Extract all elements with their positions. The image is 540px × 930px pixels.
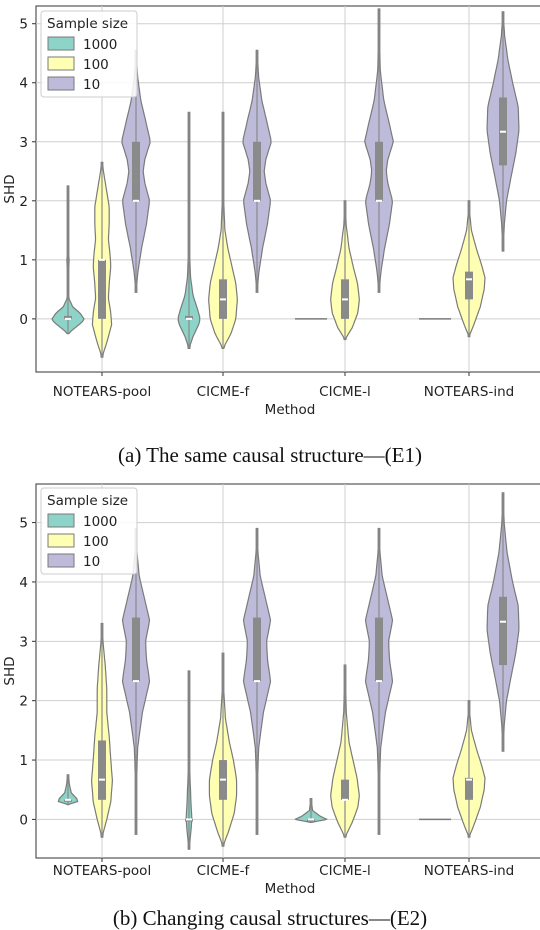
violin-iqr-box: [132, 617, 140, 682]
y-tick-label: 2: [19, 694, 28, 710]
legend-swatch-100: [47, 533, 75, 548]
violin-iqr-box: [375, 617, 383, 682]
x-tick-label: NOTEARS-ind: [424, 384, 514, 400]
x-tick-label: CICME-l: [319, 863, 371, 879]
y-tick-label: 5: [19, 516, 28, 532]
violin-iqr-box: [341, 779, 349, 800]
legend-swatch-10: [47, 553, 75, 568]
legend-a: Sample size 1000 100 10: [40, 10, 138, 98]
legend-box: [40, 10, 138, 98]
violin-iqr-box: [465, 777, 473, 800]
legend-swatch-10: [47, 76, 75, 91]
y-tick-label: 2: [19, 194, 28, 210]
violin-iqr-box: [98, 740, 106, 800]
y-axis-label-b: SHD: [2, 656, 18, 685]
violin-iqr-box: [98, 259, 106, 319]
violin-iqr-box: [253, 617, 261, 682]
y-tick-label: 3: [19, 135, 28, 151]
x-axis-label-b: Method: [265, 881, 316, 897]
chart-panel-a: 0 1 2 3 4 5 NOTEARS-pool CICME-f CICME-l NOTEARS-…: [2, 5, 540, 467]
x-axis-label-a: Method: [265, 402, 316, 418]
violin-iqr-box: [64, 315, 72, 319]
violins-b: [57, 492, 520, 850]
x-tick-label: NOTEARS-ind: [424, 863, 514, 879]
x-tick-label: CICME-l: [319, 384, 371, 400]
y-tick-label: 0: [19, 812, 28, 828]
x-tick-label: CICME-f: [197, 384, 251, 400]
legend-label-1000: 1000: [83, 514, 117, 530]
chart-panel-b: 0 1 2 3 4 5 NOTEARS-pool CICME-f CICME-l NOTEARS-…: [2, 483, 540, 930]
ticks-b: 0 1 2 3 4 5 NOTEARS-pool CICME-f CICME-l NOTEARS-…: [19, 516, 514, 879]
legend-title: Sample size: [47, 16, 128, 32]
y-axis-label-a: SHD: [2, 174, 18, 203]
y-tick-label: 5: [19, 17, 28, 33]
legend-box: [40, 487, 138, 575]
caption-a: (a) The same causal structure—(E1): [118, 443, 422, 467]
legend-swatch-100: [47, 56, 75, 71]
y-tick-label: 4: [19, 76, 28, 92]
x-tick-label: NOTEARS-pool: [53, 863, 151, 879]
y-tick-label: 4: [19, 575, 28, 591]
y-tick-label: 0: [19, 312, 28, 328]
legend-label-1000: 1000: [83, 37, 117, 53]
legend-label-10: 10: [83, 554, 100, 570]
legend-swatch-1000: [47, 36, 75, 51]
violin-iqr-box: [465, 271, 473, 300]
legend-label-10: 10: [83, 77, 100, 93]
legend-b: Sample size 1000 100 10: [40, 487, 138, 575]
legend-label-100: 100: [83, 534, 109, 550]
caption-b: (b) Changing causal structures—(E2): [113, 906, 427, 930]
ticks-a: 0 1 2 3 4 5 NOTEARS-pool CICME-f CICME-l NOTEARS-…: [19, 17, 514, 400]
x-tick-label: NOTEARS-pool: [53, 384, 151, 400]
violins-a: [51, 8, 520, 358]
violin-iqr-box: [375, 141, 383, 201]
violin-iqr-box: [185, 315, 193, 319]
y-tick-label: 3: [19, 634, 28, 650]
y-tick-label: 1: [19, 753, 28, 769]
violin-iqr-box: [132, 141, 140, 201]
legend-swatch-1000: [47, 513, 75, 528]
x-tick-label: CICME-f: [197, 863, 251, 879]
legend-title: Sample size: [47, 493, 128, 509]
violin-iqr-box: [253, 141, 261, 201]
legend-label-100: 100: [83, 57, 109, 73]
y-tick-label: 1: [19, 253, 28, 269]
violin-iqr-box: [499, 596, 507, 666]
